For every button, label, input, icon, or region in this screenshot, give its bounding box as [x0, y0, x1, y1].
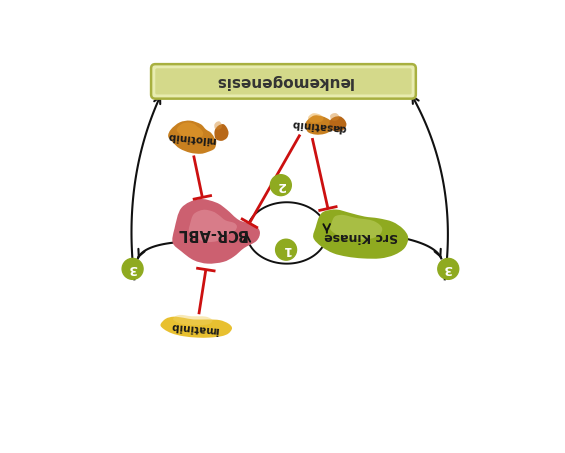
PathPatch shape: [330, 113, 340, 121]
Circle shape: [122, 258, 143, 280]
PathPatch shape: [313, 210, 408, 259]
Text: 1: 1: [282, 243, 290, 256]
Text: 3: 3: [128, 262, 137, 275]
PathPatch shape: [177, 122, 203, 139]
Circle shape: [276, 239, 297, 260]
Text: leukemogenesis: leukemogenesis: [214, 74, 353, 89]
Text: nilotinib: nilotinib: [166, 130, 216, 145]
Circle shape: [271, 175, 292, 196]
PathPatch shape: [160, 317, 232, 338]
PathPatch shape: [214, 124, 228, 141]
PathPatch shape: [305, 115, 333, 135]
PathPatch shape: [168, 120, 216, 154]
PathPatch shape: [308, 113, 324, 123]
Text: Src Kinase: Src Kinase: [324, 230, 398, 243]
PathPatch shape: [173, 315, 212, 325]
Text: imatinib: imatinib: [170, 321, 219, 335]
PathPatch shape: [330, 215, 383, 240]
Text: BCR-ABL: BCR-ABL: [176, 226, 246, 241]
Text: 2: 2: [276, 178, 285, 192]
FancyBboxPatch shape: [155, 68, 412, 95]
FancyBboxPatch shape: [151, 64, 416, 99]
PathPatch shape: [329, 116, 346, 132]
PathPatch shape: [189, 210, 237, 242]
Text: dasatinib: dasatinib: [290, 118, 346, 133]
Text: 3: 3: [444, 262, 453, 275]
PathPatch shape: [214, 121, 222, 130]
Circle shape: [438, 258, 459, 280]
PathPatch shape: [172, 199, 260, 264]
